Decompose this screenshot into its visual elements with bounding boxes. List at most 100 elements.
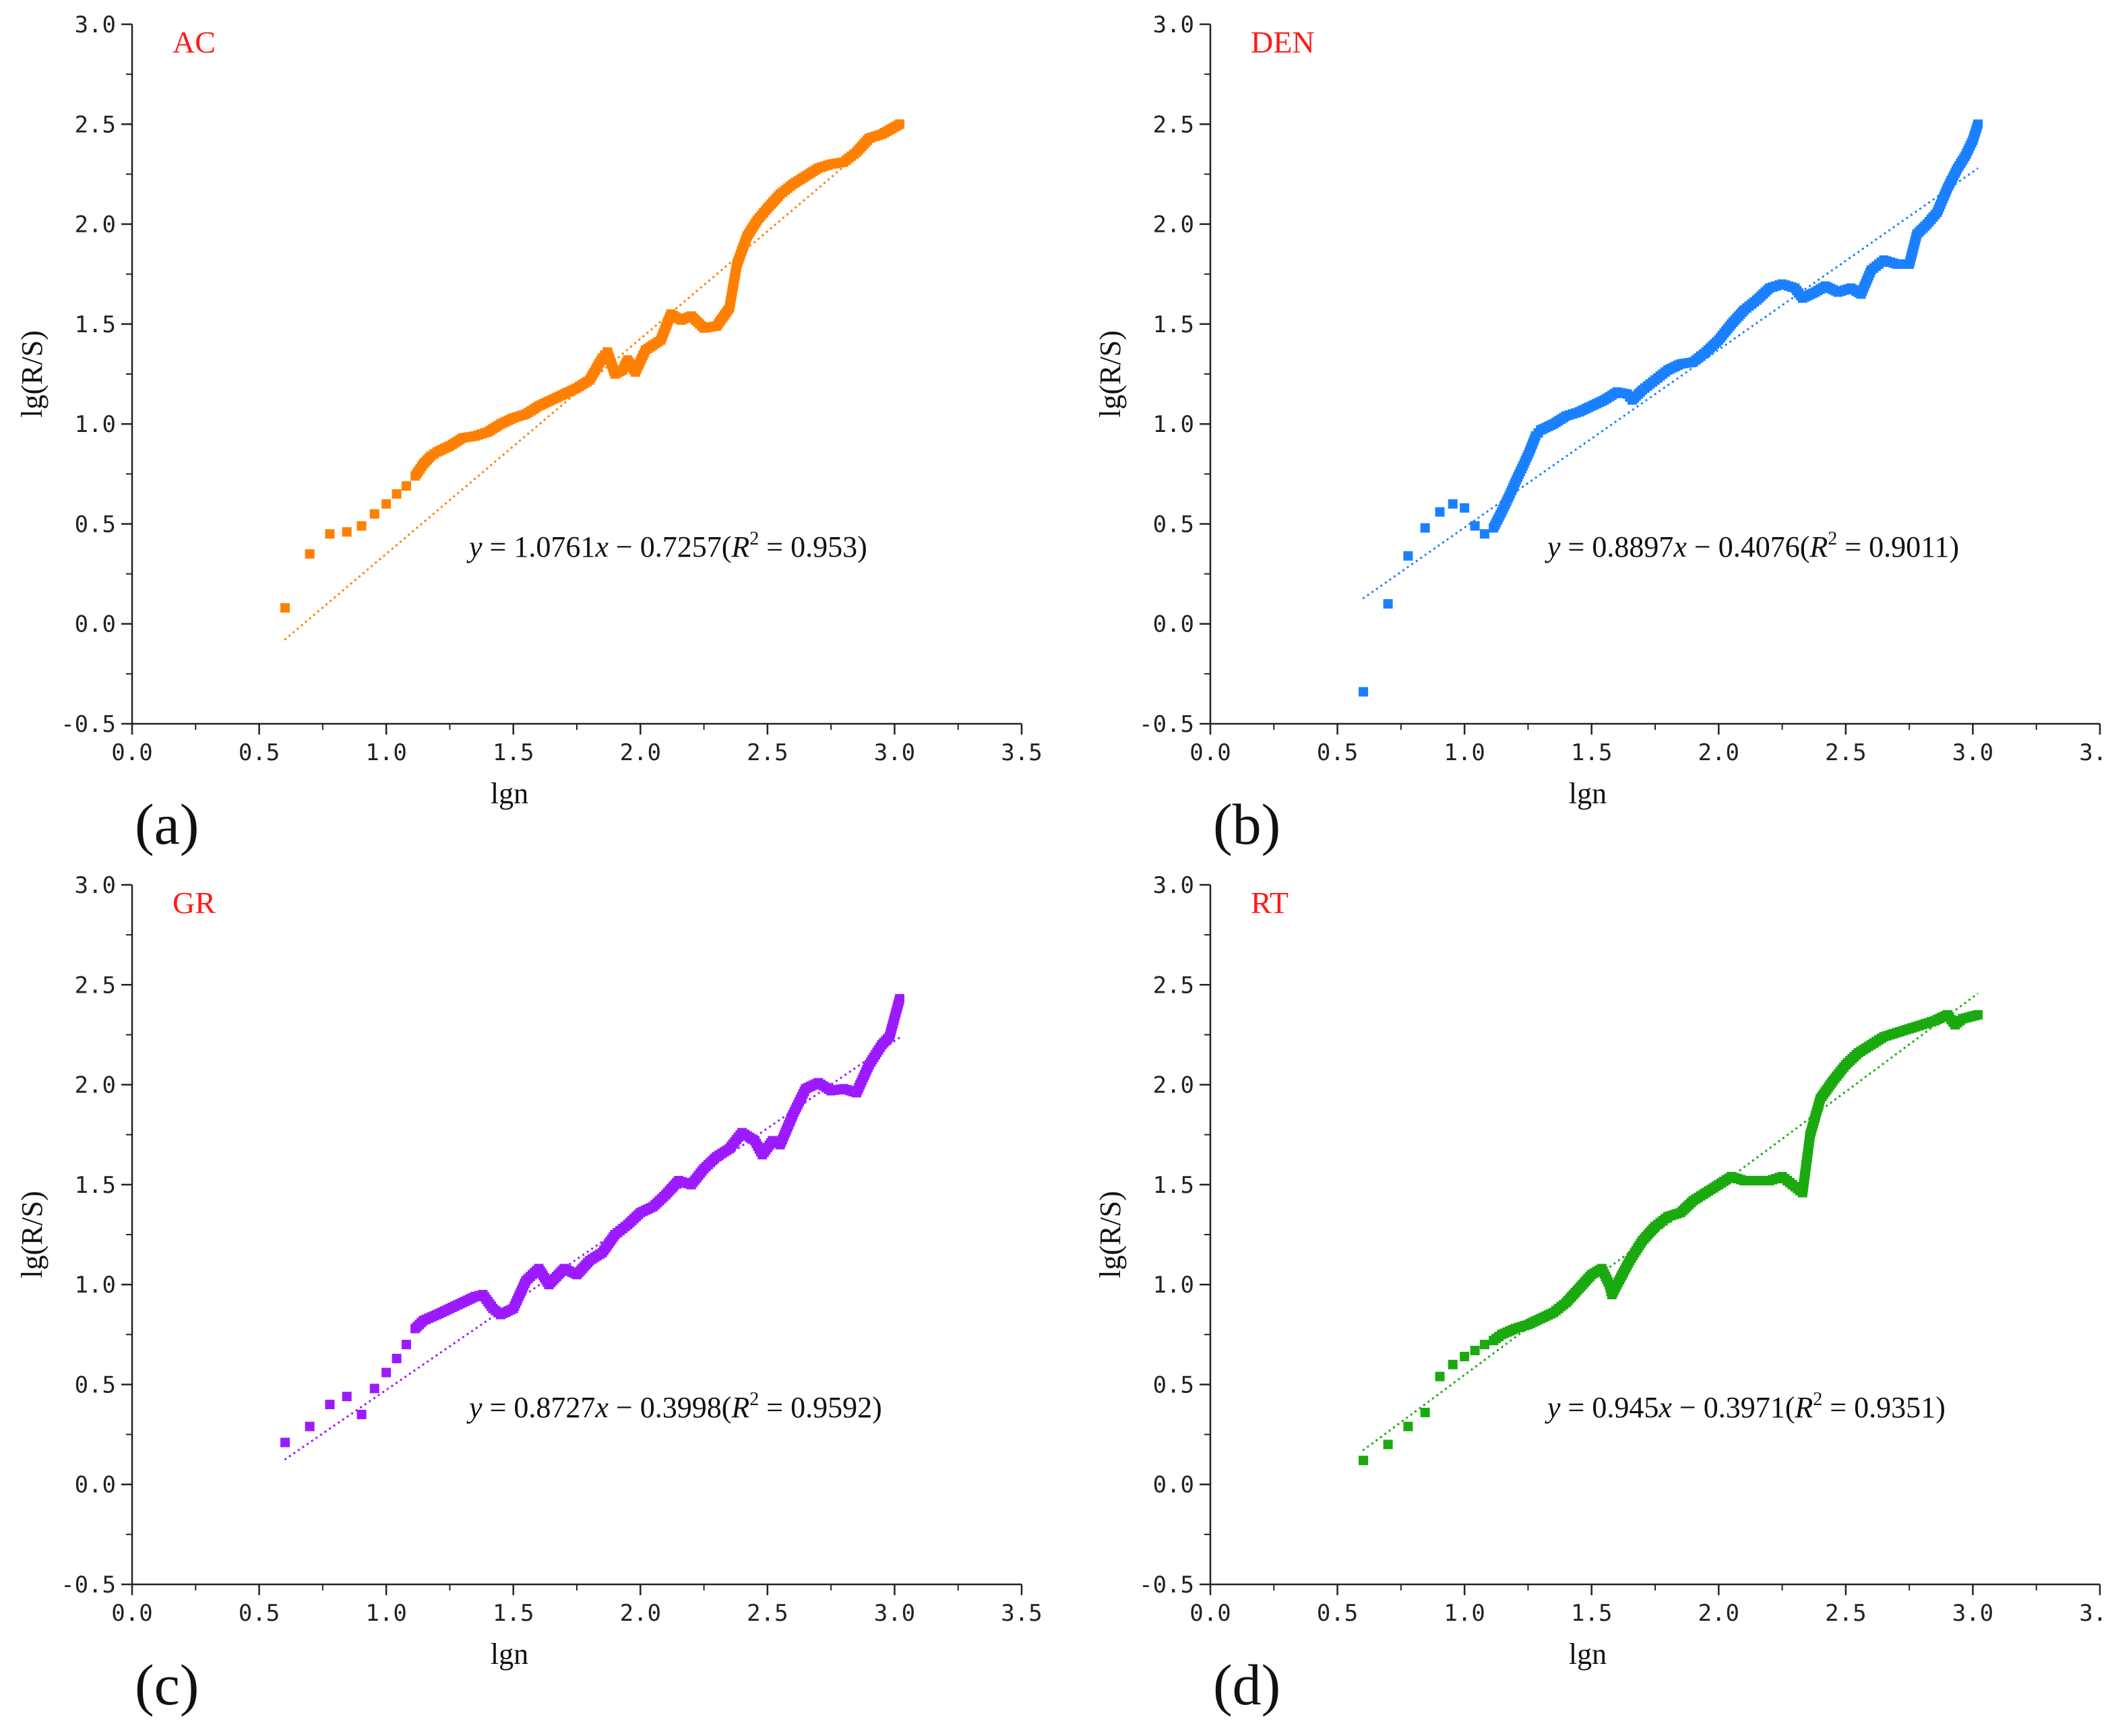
chart-panel-1: -0.50.00.51.01.52.02.53.00.0 0.5 1.0 1.5 2.0… — [1094, 11, 2108, 857]
x-tick-label: 2.0 — [1698, 1600, 1739, 1627]
data-point — [325, 529, 334, 538]
y-tick-label: 3.0 — [1153, 872, 1194, 899]
equation-rest: − 0.7257( — [609, 530, 731, 563]
equation-r: R — [1809, 530, 1828, 563]
data-point — [280, 1437, 290, 1447]
y-tick-label: 2.0 — [1153, 212, 1194, 239]
equation-r: R — [1794, 1391, 1813, 1424]
y-axis-title: lg(R/S) — [16, 330, 49, 418]
chart-panel-0: -0.50.00.51.01.52.02.53.00.0 0.5 1.0 1.5 2.0… — [16, 11, 1043, 857]
equation-y: y — [1545, 530, 1561, 563]
series-GR — [280, 994, 904, 1447]
x-tick-label: 2.5 — [1825, 739, 1866, 766]
data-point — [381, 499, 391, 509]
x-tick-label: 0.5 — [239, 739, 280, 766]
x-axis-title: lgn — [1569, 1638, 1607, 1671]
data-point — [357, 521, 367, 530]
panel-label: (a) — [135, 792, 199, 857]
y-tick-label: 3.0 — [1153, 11, 1194, 38]
panel-label: (c) — [135, 1652, 199, 1717]
x-tick-label: 1.0 — [1444, 739, 1485, 766]
y-tick-label: 0.5 — [75, 511, 116, 538]
equation-sup: 2 — [749, 1389, 759, 1410]
panel-label: (d) — [1213, 1652, 1280, 1717]
y-tick-label: -0.5 — [61, 711, 116, 738]
equation-x: x — [1658, 1391, 1672, 1424]
data-point — [1359, 1456, 1368, 1465]
equation-y: y — [1545, 1391, 1561, 1424]
data-point — [1448, 499, 1458, 509]
data-point — [342, 1392, 352, 1401]
y-tick-label: 2.0 — [75, 1072, 116, 1099]
x-tick-label: 2.5 — [747, 1600, 788, 1627]
x-tick-label: 3.0 — [1952, 1600, 1993, 1627]
data-point — [392, 1354, 402, 1363]
equation-y: y — [466, 530, 483, 563]
y-tick-label: 1.5 — [1153, 1172, 1194, 1199]
x-tick-label: 1.0 — [365, 739, 406, 766]
data-point — [1384, 599, 1393, 609]
equation-y: y — [466, 1391, 483, 1424]
y-tick-label: 0.5 — [1153, 1371, 1194, 1398]
data-point — [1448, 1360, 1458, 1369]
data-point — [1435, 1372, 1445, 1382]
x-tick-label: 1.5 — [493, 739, 534, 766]
data-point — [402, 481, 411, 491]
y-tick-label: 1.5 — [75, 311, 116, 338]
data-point — [1480, 529, 1489, 538]
regression-equation: y = 0.8897x − 0.4076(R2 = 0.9011) — [1545, 528, 1959, 563]
y-tick-label: 0.5 — [1153, 511, 1194, 538]
x-tick-label: 2.5 — [1825, 1600, 1866, 1627]
chart-title: DEN — [1251, 25, 1315, 59]
data-point — [1973, 119, 1983, 129]
equation-sup: 2 — [1828, 528, 1837, 549]
y-tick-label: 2.0 — [1153, 1072, 1194, 1099]
equation-rest: − 0.3971( — [1672, 1391, 1795, 1424]
data-point — [895, 994, 904, 1003]
y-tick-label: 1.0 — [75, 1272, 116, 1299]
x-axis-title: lgn — [1569, 777, 1607, 810]
chart-title: RT — [1251, 886, 1289, 920]
data-point — [305, 1422, 315, 1431]
y-tick-label: 2.5 — [1153, 972, 1194, 999]
chart-panel-2: -0.50.00.51.01.52.02.53.00.0 0.5 1.0 1.5 2.0… — [16, 872, 1043, 1717]
equation-eq: = 0.8727 — [483, 1391, 596, 1424]
equation-end: = 0.9351) — [1822, 1391, 1945, 1424]
data-point — [1460, 503, 1469, 513]
y-tick-label: 1.5 — [1153, 311, 1194, 338]
x-tick-label: 2.0 — [620, 1600, 661, 1627]
data-point — [1403, 551, 1413, 561]
data-point — [1403, 1422, 1413, 1431]
equation-end: = 0.953) — [759, 530, 867, 563]
data-point — [342, 527, 352, 536]
y-tick-label: -0.5 — [1139, 711, 1194, 738]
y-tick-label: 1.0 — [1153, 411, 1194, 438]
equation-x: x — [1673, 530, 1687, 563]
x-tick-label: 1.0 — [1444, 1600, 1485, 1627]
equation-r: R — [731, 1391, 749, 1424]
x-tick-label: 0.0 — [1189, 739, 1231, 766]
data-point — [392, 489, 402, 499]
panel-label: (b) — [1213, 792, 1280, 857]
data-point — [1973, 1010, 1983, 1020]
y-tick-label: 2.0 — [75, 212, 116, 239]
data-point — [370, 1384, 379, 1393]
x-tick-label: 3.0 — [874, 1600, 915, 1627]
x-tick-label: 1.5 — [1571, 739, 1612, 766]
y-axis-title: lg(R/S) — [16, 1191, 49, 1278]
data-point — [895, 119, 904, 129]
x-tick-label: 0.5 — [1317, 1600, 1358, 1627]
data-point — [1384, 1439, 1393, 1449]
y-tick-label: 2.5 — [75, 111, 116, 138]
y-tick-label: -0.5 — [1139, 1572, 1194, 1599]
y-axis-title: lg(R/S) — [1094, 330, 1127, 418]
data-point — [381, 1368, 391, 1377]
x-tick-label: 1.0 — [365, 1600, 406, 1627]
regression-equation: y = 0.945x − 0.3971(R2 = 0.9351) — [1545, 1389, 1946, 1424]
y-tick-label: 0.5 — [75, 1371, 116, 1398]
x-tick-label: 3.5 — [2079, 739, 2108, 766]
data-point — [1480, 1340, 1489, 1349]
x-tick-label: 2.0 — [620, 739, 661, 766]
data-point — [280, 603, 290, 613]
data-point — [370, 509, 379, 519]
